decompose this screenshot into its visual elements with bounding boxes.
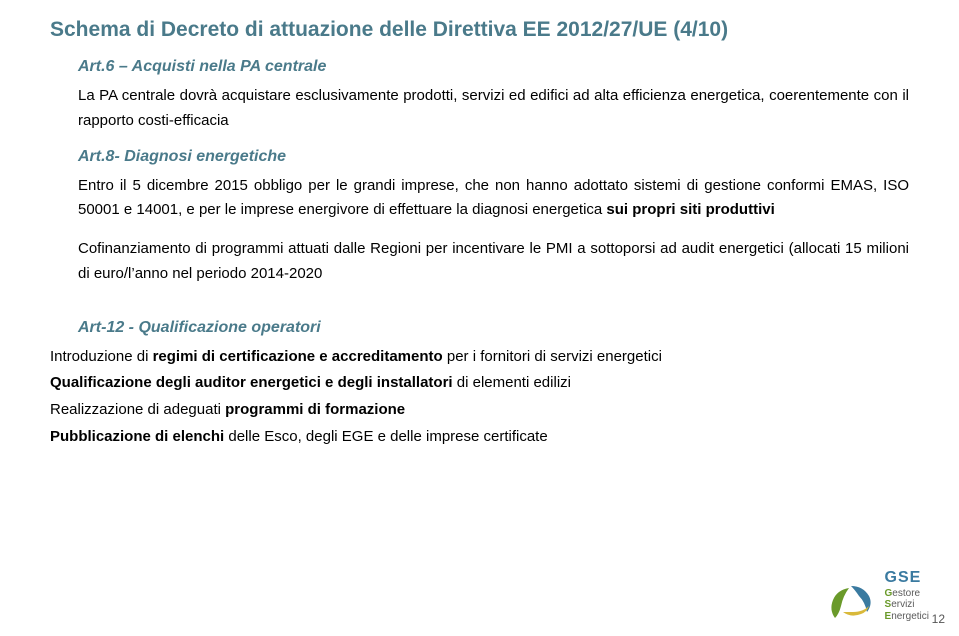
art12-line4: Pubblicazione di elenchi delle Esco, deg… [50,425,909,450]
page-number: 12 [932,612,945,626]
page-title: Schema di Decreto di attuazione delle Di… [50,18,909,42]
art12-line3-pre: Realizzazione di adeguati [50,401,225,418]
art12-line2-post: di elementi edilizi [453,374,571,391]
gse-logo-line3: Energetici [885,611,929,623]
art12-line2-bold: Qualificazione degli auditor energetici … [50,374,453,391]
art12-line1-bold: regimi di certificazione e accreditament… [153,348,443,365]
gse-logo-icon [823,578,879,622]
art12-line1: Introduzione di regimi di certificazione… [50,345,909,370]
art12-heading: Art-12 - Qualificazione operatori [78,319,909,337]
art12-line1-post: per i fornitori di servizi energetici [443,348,662,365]
art8-body2: Cofinanziamento di programmi attuati dal… [78,237,909,287]
art6-heading: Art.6 – Acquisti nella PA centrale [78,58,909,76]
art6-body: La PA centrale dovrà acquistare esclusiv… [78,84,909,134]
gse-logo-line1: Gestore [885,588,929,600]
gse-logo-line2: Servizi [885,599,929,611]
art8-body1-bold: sui propri siti produttivi [606,201,774,218]
art8-body1: Entro il 5 dicembre 2015 obbligo per le … [78,174,909,224]
gse-logo-text: GSE Gestore Servizi Energetici [885,569,929,622]
art8-heading: Art.8- Diagnosi energetiche [78,148,909,166]
gse-logo-abbr: GSE [885,569,929,587]
art8-body1-pre: Entro il 5 dicembre 2015 obbligo per le … [78,177,909,219]
art12-line1-pre: Introduzione di [50,348,153,365]
art12-line2: Qualificazione degli auditor energetici … [50,371,909,396]
art12-line4-bold: Pubblicazione di elenchi [50,428,224,445]
gse-logo: GSE Gestore Servizi Energetici [823,569,929,622]
art12-line3: Realizzazione di adeguati programmi di f… [50,398,909,423]
art12-line4-post: delle Esco, degli EGE e delle imprese ce… [224,428,548,445]
art12-line3-bold: programmi di formazione [225,401,405,418]
